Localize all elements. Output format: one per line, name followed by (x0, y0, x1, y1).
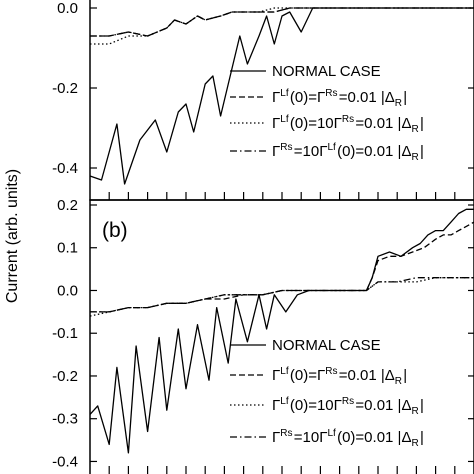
series-line-dashdot (90, 7, 474, 37)
y-axis-label: Current (arb. units) (4, 169, 21, 303)
panel-a-series (89, 7, 474, 185)
panel-a-legend: NORMAL CASE ΓLf (0)=ΓRs =0.01 |ΔR | ΓLf (0… (230, 63, 424, 163)
y-tick-label: 0.2 (57, 197, 78, 214)
series-line-solid (89, 208, 474, 454)
panel-b-series (89, 208, 474, 454)
legend-label-solid: NORMAL CASE (272, 337, 381, 354)
series-line-dotted (89, 277, 474, 317)
legend-label-dashdot: ΓRs =10ΓLf (0)=0.01 |ΔR | (272, 142, 424, 163)
panel-b-x-ticks (108, 466, 456, 474)
y-tick-label: -0.2 (52, 80, 78, 97)
panel-b-y-ticks: 0.2 0.1 0.0 -0.1 -0.2 -0.3 -0.4 (52, 197, 474, 470)
series-line-dotted (90, 7, 474, 45)
panel-a-x-ticks (108, 192, 456, 200)
y-tick-label: -0.1 (52, 325, 78, 342)
panel-b-frame (89, 199, 474, 474)
legend-label-dashed: ΓLf (0)=ΓRs =0.01 |ΔR | (272, 366, 407, 387)
y-tick-label: -0.4 (52, 160, 78, 177)
panel-b: (b) 0.2 0.1 0.0 -0.1 -0.2 -0.3 -0.4 NORMAL CAS… (52, 197, 474, 474)
legend-label-dotted: ΓLf (0)=10ΓRs =0.01 |ΔR | (272, 114, 424, 135)
y-tick-label: -0.3 (52, 411, 78, 428)
series-line-solid (89, 7, 474, 185)
panel-b-label: (b) (102, 219, 128, 242)
y-tick-label: 0.0 (57, 0, 78, 17)
y-tick-label: -0.4 (52, 453, 78, 470)
y-tick-label: -0.2 (52, 368, 78, 385)
panel-b-legend: NORMAL CASE ΓLf (0)=ΓRs =0.01 |ΔR | ΓLf (0… (230, 337, 424, 449)
series-line-dashed (90, 221, 474, 313)
y-tick-label: 0.0 (57, 282, 78, 299)
legend-label-dotted: ΓLf (0)=10ΓRs =0.01 |ΔR | (272, 396, 424, 417)
panel-a: 0.0 -0.2 -0.4 NORMAL CASE ΓLf (0)=ΓRs =0.01… (52, 0, 474, 201)
panel-a-y-ticks: 0.0 -0.2 -0.4 (52, 0, 474, 177)
series-line-dashed (90, 7, 474, 37)
y-tick-label: 0.1 (57, 240, 78, 257)
series-line-dashdot (90, 277, 474, 313)
panel-a-frame (89, 0, 474, 201)
legend-label-solid: NORMAL CASE (272, 63, 381, 80)
legend-label-dashdot: ΓRs =10ΓLf (0)=0.01 |ΔR | (272, 428, 424, 449)
legend-label-dashed: ΓLf (0)=ΓRs =0.01 |ΔR | (272, 88, 407, 109)
